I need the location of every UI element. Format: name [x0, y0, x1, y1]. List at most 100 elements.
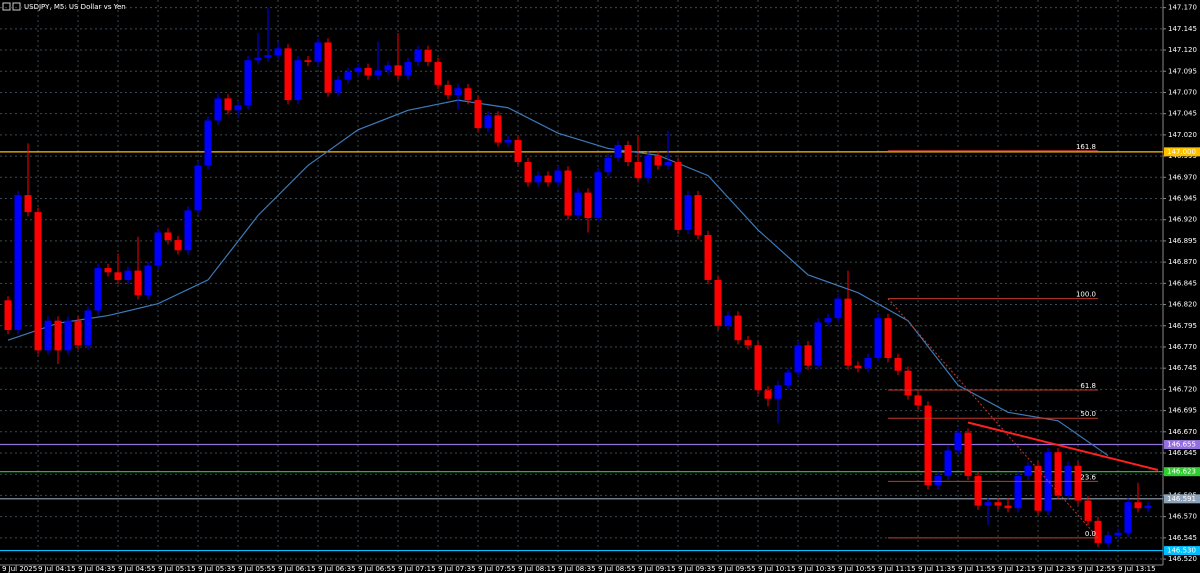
candle-body — [424, 50, 432, 62]
x-tick-label: 9 Jul 09:15 — [638, 565, 676, 573]
candle-body — [544, 175, 552, 183]
candle-body — [1134, 502, 1142, 509]
y-tick-label: 146.870 — [1168, 258, 1197, 266]
candle-body — [754, 345, 762, 391]
candle-body — [284, 48, 292, 101]
candle-body — [894, 358, 902, 371]
candle-body — [224, 98, 232, 111]
y-tick-label: 146.945 — [1168, 195, 1197, 203]
window-icon — [12, 2, 21, 11]
candle-body — [1084, 500, 1092, 521]
x-tick-label: 9 Jul 05:35 — [198, 565, 236, 573]
candle-body — [1004, 505, 1012, 509]
candle-body — [404, 61, 412, 76]
fibonacci-label: 100.0 — [1076, 291, 1096, 299]
candle-body — [1114, 532, 1122, 536]
candle-body — [334, 79, 342, 93]
candle-body — [144, 265, 152, 296]
x-tick-label: 9 Jul 11:55 — [958, 565, 996, 573]
candle-body — [924, 405, 932, 486]
price-level-label: 147.000 — [1167, 148, 1196, 156]
candle-body — [44, 320, 52, 351]
y-tick-label: 146.670 — [1168, 428, 1197, 436]
price-level-tag — [1164, 546, 1200, 556]
y-tick-label: 146.645 — [1168, 449, 1197, 457]
y-tick-label: 146.895 — [1168, 237, 1197, 245]
candle-body — [654, 155, 662, 166]
candle-body — [74, 320, 82, 346]
x-tick-label: 9 Jul 04:55 — [118, 565, 156, 573]
candle-body — [1064, 465, 1072, 496]
y-tick-label: 146.770 — [1168, 343, 1197, 351]
candle-body — [584, 192, 592, 219]
candle-body — [744, 340, 752, 346]
candle-body — [304, 60, 312, 62]
candle-body — [634, 162, 642, 179]
candle-body — [84, 310, 92, 346]
candle-body — [794, 345, 802, 373]
candle-body — [214, 98, 222, 121]
fibonacci-label: 23.6 — [1080, 473, 1096, 481]
price-level-tag — [1164, 147, 1200, 157]
candle-body — [534, 175, 542, 183]
candle-body — [24, 195, 32, 213]
candle-body — [294, 60, 302, 101]
candle-body — [594, 172, 602, 219]
candle-body — [274, 48, 282, 56]
x-tick-label: 9 Jul 07:35 — [438, 565, 476, 573]
candle-body — [34, 212, 42, 351]
candle-body — [824, 318, 832, 323]
x-tick-label: 9 Jul 09:35 — [678, 565, 716, 573]
x-tick-label: 9 Jul 04:15 — [38, 565, 76, 573]
candle-body — [1054, 452, 1062, 496]
candle-body — [644, 155, 652, 179]
candle-body — [704, 234, 712, 280]
y-tick-label: 147.170 — [1168, 4, 1197, 12]
x-tick-label: 9 Jul 11:35 — [918, 565, 956, 573]
price-level-label: 146.655 — [1167, 441, 1196, 449]
x-tick-label: 9 Jul 08:55 — [598, 565, 636, 573]
candle-body — [574, 192, 582, 216]
x-tick-label: 9 Jul 2025 — [2, 565, 37, 573]
x-tick-label: 9 Jul 06:35 — [318, 565, 356, 573]
x-tick-label: 9 Jul 12:15 — [998, 565, 1036, 573]
candle-body — [314, 42, 322, 62]
candle-body — [714, 279, 722, 326]
x-tick-label: 9 Jul 08:35 — [558, 565, 596, 573]
candle-body — [664, 162, 672, 166]
window-icon — [2, 2, 11, 11]
candle-body — [1034, 465, 1042, 511]
y-tick-label: 146.970 — [1168, 173, 1197, 181]
y-tick-label: 146.820 — [1168, 301, 1197, 309]
x-tick-label: 9 Jul 11:15 — [878, 565, 916, 573]
candle-body — [624, 145, 632, 163]
y-tick-label: 147.120 — [1168, 46, 1197, 54]
candle-body — [834, 298, 842, 319]
candle-body — [14, 195, 22, 331]
candle-body — [1074, 465, 1082, 501]
x-tick-label: 9 Jul 13:15 — [1118, 565, 1156, 573]
candle-body — [234, 105, 242, 111]
candle-body — [554, 170, 562, 183]
price-level-label: 146.530 — [1167, 547, 1196, 555]
candle-body — [494, 115, 502, 143]
y-tick-label: 146.570 — [1168, 513, 1197, 521]
chart-title: USDJPY, M5: US Dollar vs Yen — [24, 3, 126, 11]
y-tick-label: 146.720 — [1168, 385, 1197, 393]
y-tick-label: 147.045 — [1168, 110, 1197, 118]
candle-body — [454, 88, 462, 96]
candle-body — [164, 232, 172, 241]
candle-body — [124, 270, 132, 280]
y-tick-label: 146.795 — [1168, 322, 1197, 330]
candle-body — [344, 72, 352, 80]
candle-body — [674, 162, 682, 230]
candle-body — [464, 88, 472, 101]
candle-body — [724, 315, 732, 326]
fibonacci-label: 0.0 — [1085, 530, 1096, 538]
x-tick-label: 9 Jul 08:15 — [518, 565, 556, 573]
candle-body — [604, 157, 612, 173]
candle-body — [434, 61, 442, 85]
candle-body — [944, 450, 952, 476]
y-tick-label: 146.845 — [1168, 279, 1197, 287]
